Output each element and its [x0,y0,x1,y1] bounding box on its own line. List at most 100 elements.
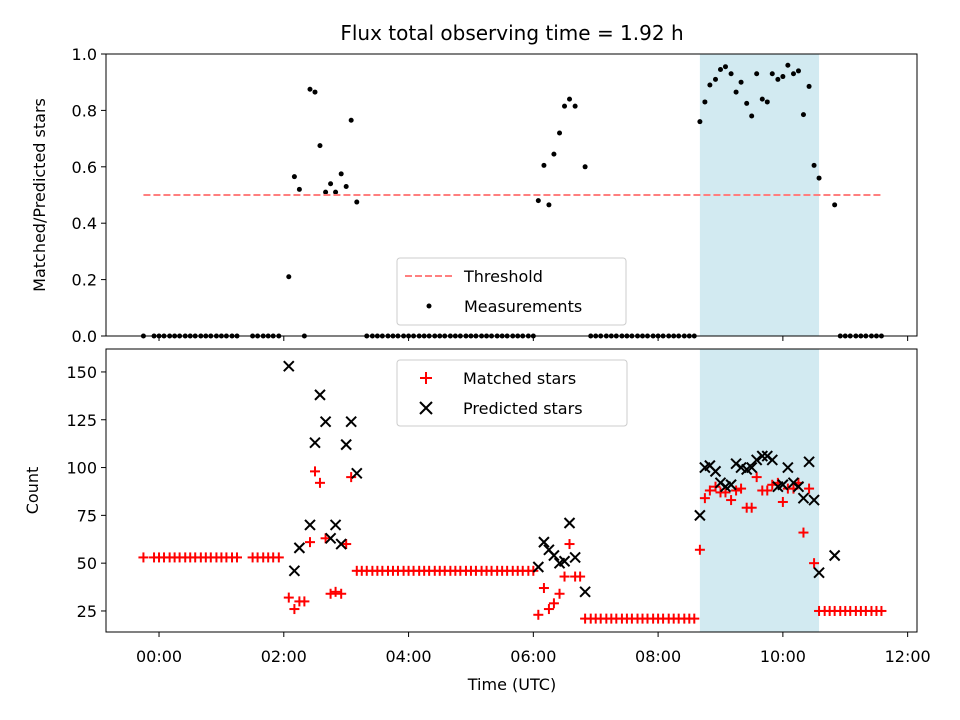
matched-star-point [559,571,570,582]
measurement-point [338,171,344,177]
predicted-star-point [777,479,789,491]
matched-star-point [804,483,815,494]
chart-title: Flux total observing time = 1.92 h [340,21,683,45]
matched-star-point [809,558,820,569]
matched-star-point [309,466,320,477]
matched-legend-label: Matched stars [463,369,576,388]
predicted-star-point [709,465,722,478]
matched-star-point [694,544,705,555]
measurement-point [296,186,302,192]
top-y-tick-label: 0.8 [72,101,97,120]
top-y-axis: 0.0 0.2 0.4 0.6 0.8 1.0 [72,45,106,346]
matched-star-point [564,539,575,550]
measurement-point [749,113,755,119]
top-y-tick-label: 1.0 [72,45,97,64]
matched-star-point [746,502,757,513]
matched-star-point [575,571,586,582]
matched-star-point [336,588,347,599]
measurement-point [790,71,796,77]
predicted-star-point [725,479,737,491]
matched-star-point [704,485,715,496]
top-legend-box [396,257,627,326]
predicted-star-point [756,450,768,462]
matched-star-point [543,604,554,615]
matched-star-point [138,552,149,563]
matched-star-point [533,609,544,620]
predicted-star-point [694,509,706,522]
bottom-y-tick-label: 50 [77,554,97,573]
measurement-point [717,67,723,73]
measurement-point [722,64,728,70]
predicted-star-point [828,549,841,562]
matched-star-point [699,493,710,504]
top-plot-frame [105,53,918,337]
predicted-star-point [750,454,763,466]
top-y-tick-label: 0.0 [72,327,97,346]
measurement-point [800,112,806,118]
measurement-point [754,71,760,77]
bottom-x-tick-label: 12:00 [885,647,931,666]
matched-star-point [777,496,788,507]
matched-star-point [726,495,737,506]
matched-star-point [731,485,742,496]
matched-star-point [283,592,294,603]
predicted-star-point [304,519,316,531]
top-y-axis-label: Matched/Predicted stars [30,98,49,292]
measurement-point [769,71,775,77]
predicted-star-point [335,538,347,550]
predicted-star-point [309,436,321,449]
measurement-point [535,198,541,204]
bottom-x-tick-label: 04:00 [386,647,432,666]
matched-star-point [341,539,352,550]
measurement-point [582,164,588,170]
measurement-point [697,119,703,125]
bottom-y-tick-label: 150 [66,363,97,382]
matched-star-point [299,596,310,607]
measurement-point [785,62,791,68]
predicted-star-point [579,586,591,598]
predicted-legend-swatch [419,401,433,415]
measurement-point [738,79,744,85]
bottom-x-axis: 00:00 02:00 04:00 06:00 08:00 10:00 12:00 [136,632,931,666]
measurement-point [816,175,822,181]
top-y-tick-label: 0.4 [72,214,97,233]
bottom-x-tick-label: 06:00 [510,647,556,666]
bottom-y-tick-label: 100 [66,459,97,478]
measurement-point [832,202,838,208]
matched-star-point [346,472,357,483]
measurement-point [317,143,323,149]
measurements-legend-swatch [426,303,432,309]
matched-star-point [798,527,809,538]
top-y-tick-label: 0.2 [72,271,97,290]
predicted-star-point [808,494,820,506]
bottom-y-tick-label: 125 [66,411,97,430]
predicted-star-point [813,567,825,579]
predicted-star-point [351,467,363,479]
threshold-legend-label: Threshold [463,267,543,286]
measurement-point [328,181,334,187]
bottom-y-axis-label: Count [23,467,42,515]
measurement-point [312,89,318,95]
predicted-star-point [792,480,805,493]
measurement-point [343,184,349,190]
matched-star-point [736,483,747,494]
measurement-point [348,117,354,123]
bottom-legend: Matched stars Predicted stars [396,359,628,427]
matched-star-point [751,472,762,483]
matched-star-point [314,477,325,488]
measurement-point [546,202,552,208]
matched-star-point [689,613,700,624]
top-y-tick-label: 0.6 [72,158,97,177]
measurement-point [707,82,713,88]
measurement-point [562,103,568,109]
predicted-star-point [293,542,306,554]
measurement-point [286,274,292,280]
predicted-star-point [803,456,815,468]
measurement-point [291,174,297,180]
predicted-star-point [766,454,778,466]
measurement-point [572,103,578,109]
measurement-point [541,162,547,168]
measurement-point [744,100,750,106]
matched-stars-series [138,466,887,624]
